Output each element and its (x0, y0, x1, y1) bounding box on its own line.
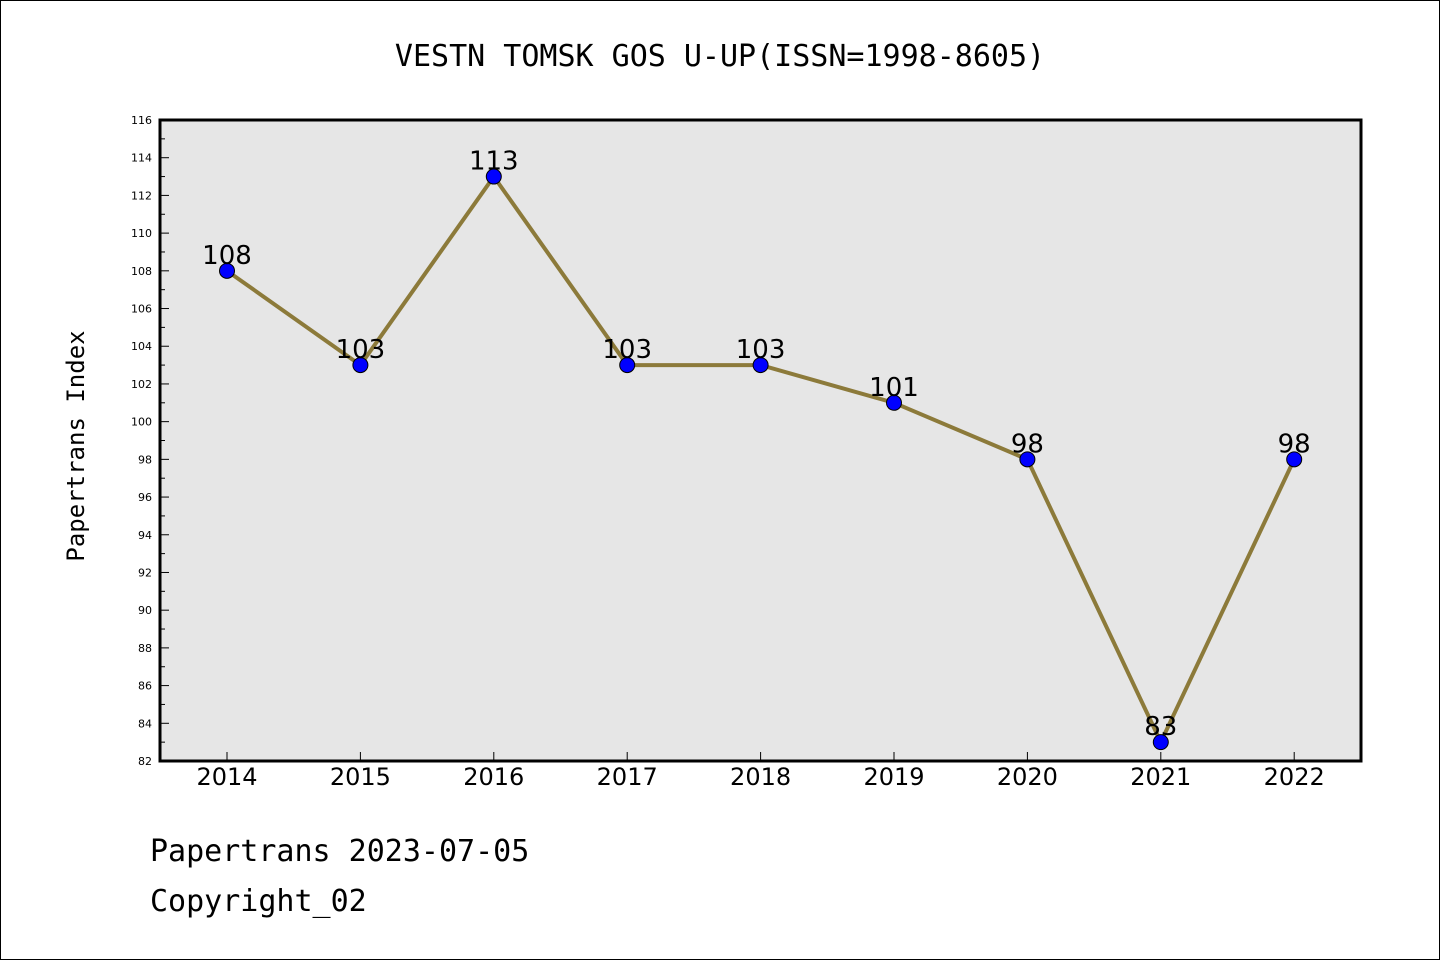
y-tick-label: 114 (131, 152, 152, 165)
plot-area (158, 118, 1363, 763)
data-point-marker (752, 357, 769, 374)
y-tick-label: 116 (131, 114, 152, 127)
y-tick-label: 92 (138, 566, 152, 579)
y-tick-label: 82 (138, 755, 152, 768)
chart-title: VESTN TOMSK GOS U-UP(ISSN=1998-8605) (395, 39, 1045, 74)
x-tick-label: 2017 (597, 763, 658, 791)
data-point-marker (1286, 451, 1303, 468)
y-tick-label: 94 (138, 529, 152, 542)
data-label: 108 (202, 241, 252, 271)
data-point-marker (352, 357, 369, 374)
footer-copyright-text: Copyright_02 (150, 884, 367, 919)
y-axis: 82 84 86 88 90 92 94 96 98 100 102 104 106 108 110 112 1… (131, 114, 169, 768)
x-tick-label: 2022 (1264, 763, 1325, 791)
y-tick-label: 102 (131, 378, 152, 391)
x-tick-label: 2015 (330, 763, 391, 791)
data-label: 113 (469, 147, 519, 177)
data-point-marker (1152, 734, 1169, 751)
data-label: 103 (736, 335, 786, 365)
x-tick-label: 2020 (997, 763, 1058, 791)
y-axis-title: Papertrans Index (62, 330, 90, 561)
y-tick-label: 84 (138, 717, 152, 730)
x-tick-label: 2021 (1130, 763, 1191, 791)
y-tick-label: 86 (138, 680, 152, 693)
x-tick-label: 2019 (863, 763, 924, 791)
x-tick-label: 2014 (196, 763, 257, 791)
y-tick-label: 104 (131, 340, 152, 353)
data-point-marker (1019, 451, 1036, 468)
data-label: 98 (1011, 429, 1044, 459)
y-tick-label: 106 (131, 303, 152, 316)
data-label: 98 (1278, 429, 1311, 459)
y-tick-label: 98 (138, 453, 152, 466)
data-label: 103 (602, 335, 652, 365)
data-point-marker (219, 262, 235, 279)
data-label: 101 (869, 373, 919, 403)
data-label: 103 (336, 335, 386, 365)
data-point-marker (619, 357, 636, 374)
data-point-marker (485, 168, 502, 185)
y-tick-label: 96 (138, 491, 152, 504)
data-label: 83 (1144, 712, 1177, 742)
y-tick-label: 88 (138, 642, 152, 655)
x-tick-label: 2018 (730, 763, 791, 791)
footer-date-text: Papertrans 2023-07-05 (150, 834, 530, 869)
label-layer: 108 103 113 103 103 101 98 83 98 (202, 147, 1311, 743)
y-tick-label: 110 (131, 227, 152, 240)
y-tick-label: 108 (131, 265, 152, 278)
marker-layer (219, 168, 1303, 751)
data-point-marker (886, 394, 902, 411)
y-tick-label: 90 (138, 604, 152, 617)
y-tick-label: 100 (131, 416, 152, 429)
x-tick-label: 2016 (463, 763, 524, 791)
x-axis: 2014 2015 2016 2017 2018 2019 2020 2021 2022 (196, 752, 1325, 791)
y-tick-label: 112 (131, 189, 152, 202)
